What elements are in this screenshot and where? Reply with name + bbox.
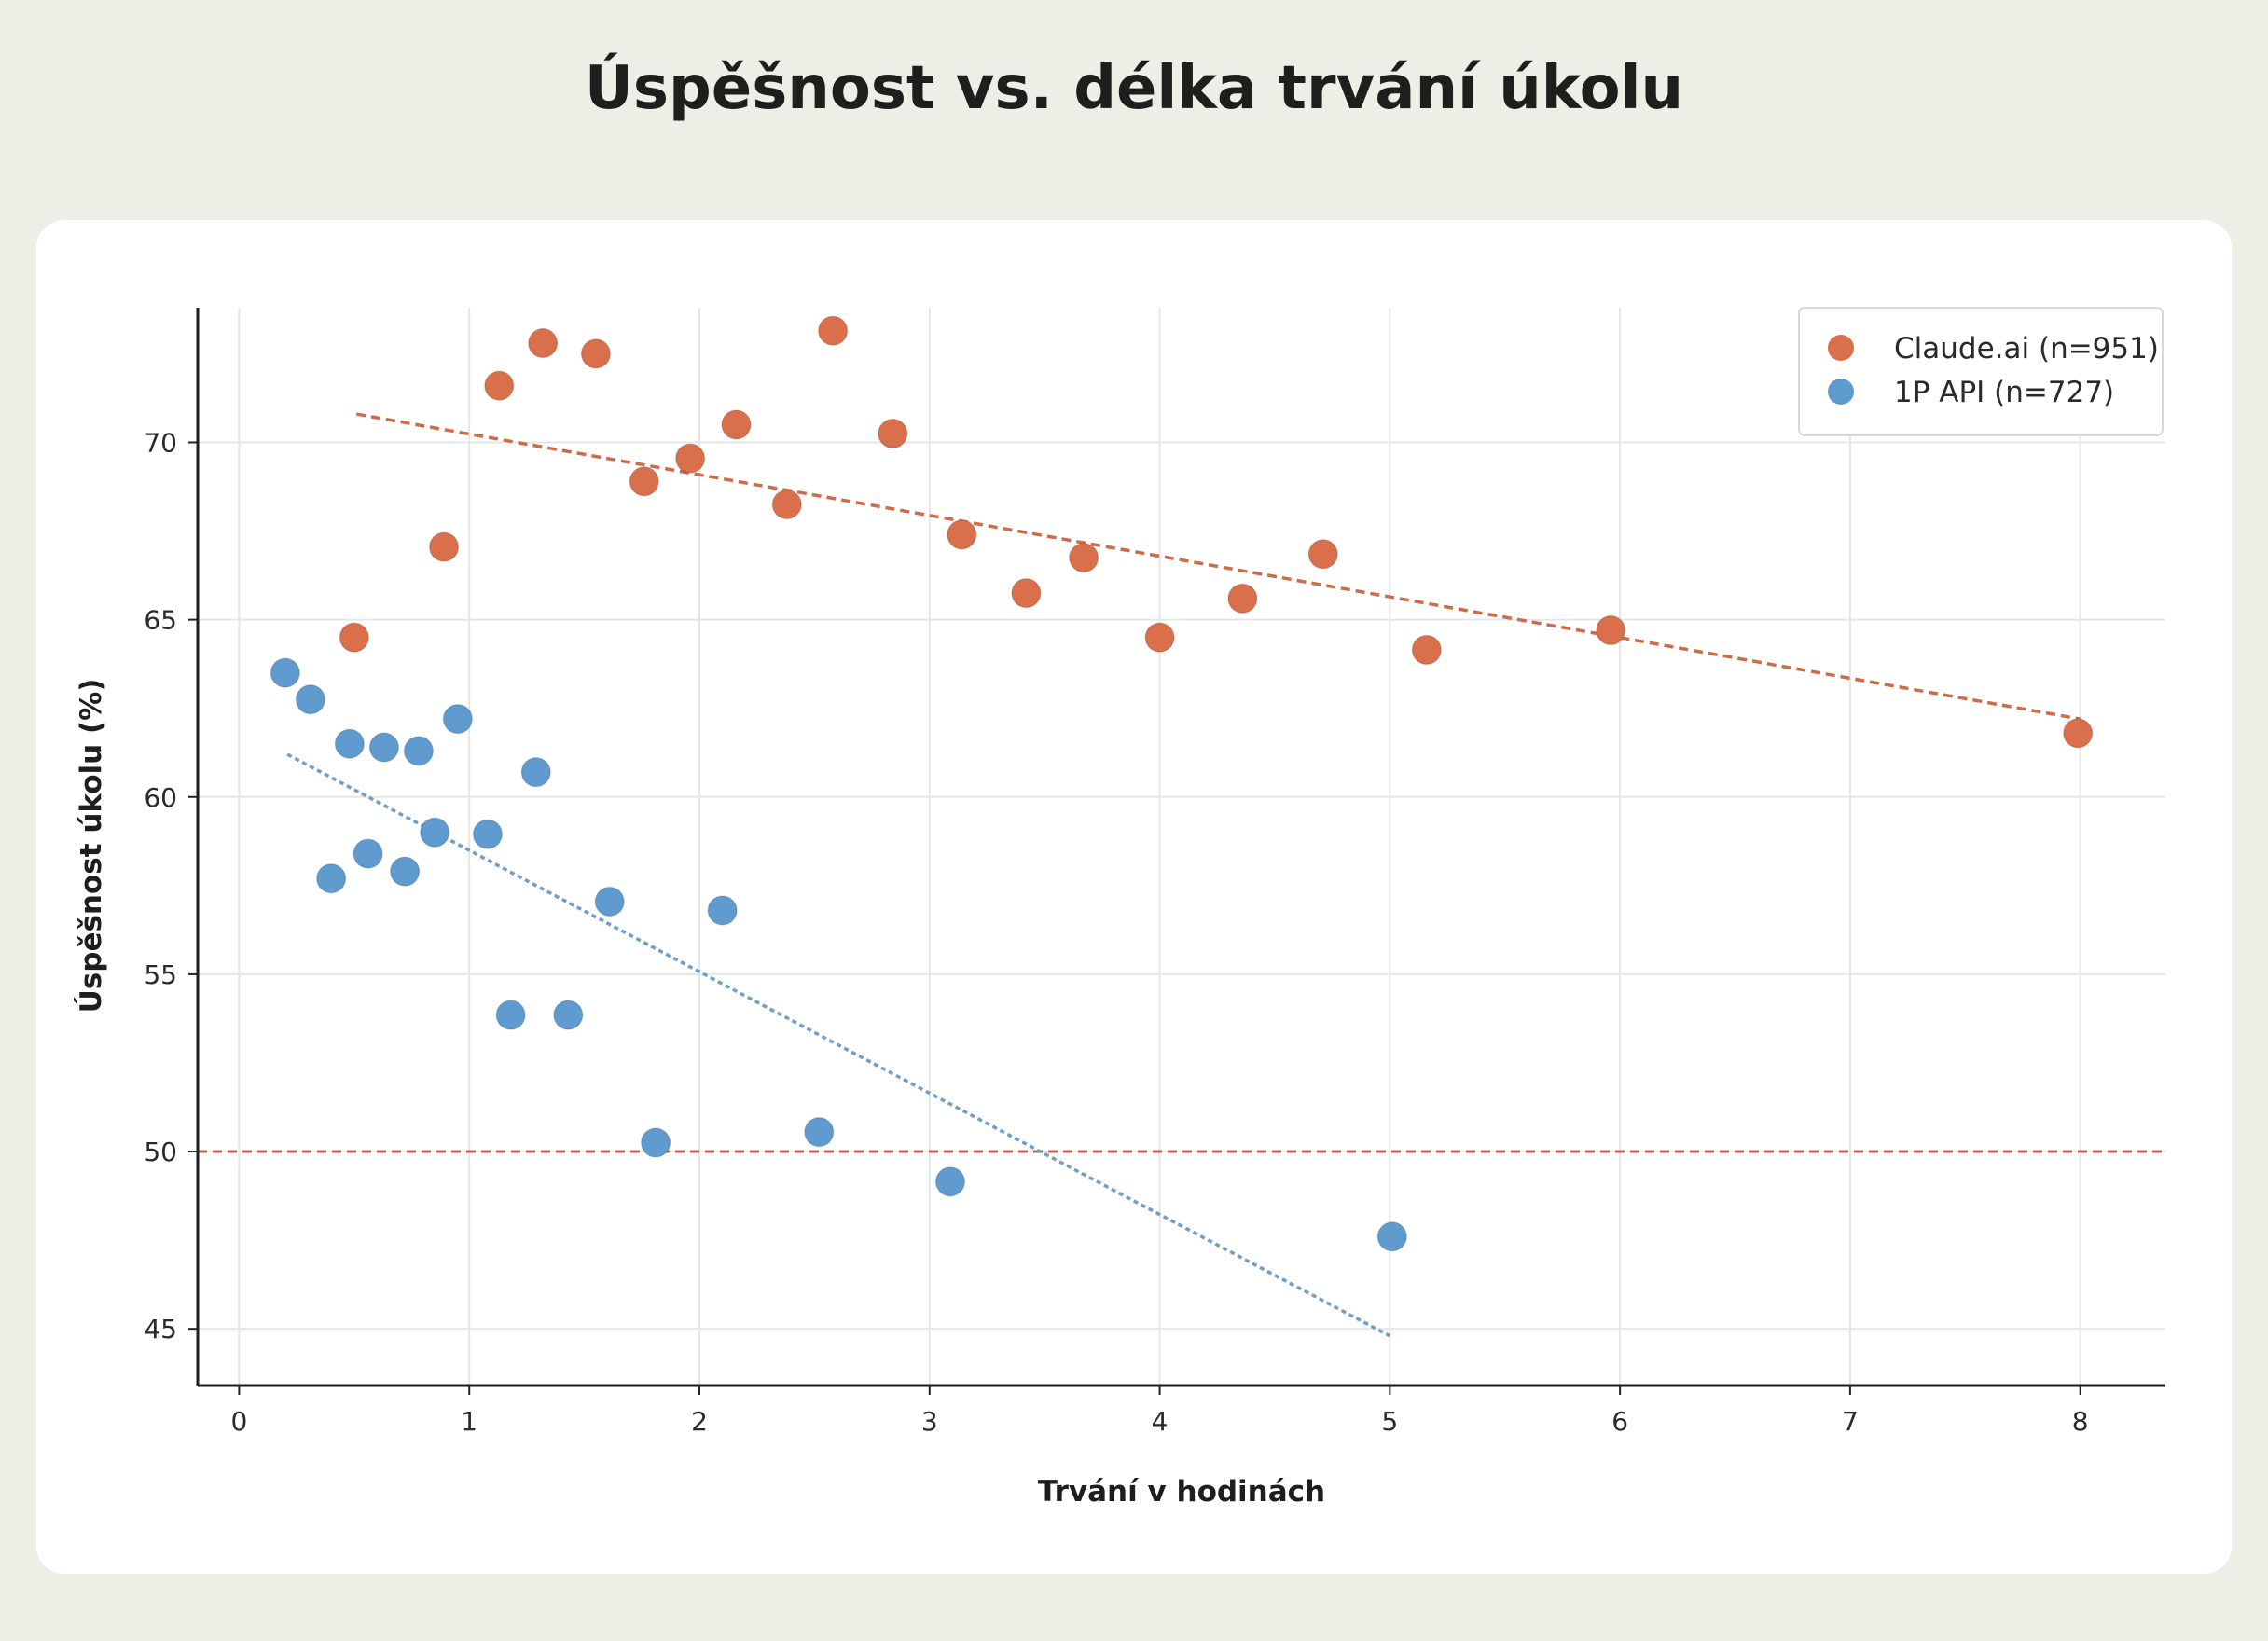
data-point-1p-api: [442, 703, 474, 735]
legend-label-claude-ai: Claude.ai (n=951): [1894, 332, 2159, 365]
data-point-claude-ai: [2062, 718, 2094, 749]
data-point-1p-api: [594, 886, 625, 917]
x-tick-label: 7: [1842, 1406, 1859, 1437]
legend: Claude.ai (n=951) 1P API (n=727): [1798, 307, 2164, 436]
data-point-1p-api: [495, 1000, 526, 1030]
data-point-claude-ai: [1068, 542, 1099, 573]
data-point-1p-api: [640, 1127, 671, 1158]
data-point-claude-ai: [1411, 634, 1443, 666]
data-point-claude-ai: [629, 466, 660, 497]
x-tick-label: 1: [461, 1406, 477, 1437]
data-point-1p-api: [553, 1000, 584, 1030]
data-point-1p-api: [472, 819, 504, 849]
y-tick-label: 65: [144, 605, 177, 636]
data-point-claude-ai: [1596, 614, 1626, 646]
data-point-claude-ai: [878, 418, 908, 449]
trend-line-claude-ai: [355, 412, 2081, 721]
trend-lines: [286, 412, 2081, 1338]
data-point-claude-ai: [1227, 583, 1258, 614]
data-point-claude-ai: [817, 315, 849, 346]
legend-box: [1798, 307, 2164, 436]
data-point-1p-api: [389, 856, 421, 887]
data-point-1p-api: [1376, 1221, 1408, 1252]
y-axis-label: Úspěšnost úkolu (%): [74, 679, 108, 1014]
data-point-claude-ai: [721, 409, 752, 440]
data-point-1p-api: [934, 1166, 966, 1197]
x-tick-label: 3: [921, 1406, 938, 1437]
data-point-1p-api: [419, 817, 450, 848]
y-tick-label: 55: [144, 959, 177, 990]
data-point-1p-api: [334, 728, 366, 759]
axes: [188, 308, 2165, 1395]
trend-line-1p-api: [286, 752, 1391, 1338]
data-point-claude-ai: [947, 519, 977, 550]
x-tick-label: 4: [1152, 1406, 1169, 1437]
legend-label-1p-api: 1P API (n=727): [1894, 376, 2114, 409]
data-point-1p-api: [368, 732, 400, 763]
y-tick-label: 70: [144, 428, 177, 459]
x-tick-label: 8: [2072, 1406, 2089, 1437]
data-point-claude-ai: [428, 531, 460, 562]
data-points: [270, 315, 2094, 1252]
data-point-claude-ai: [771, 489, 803, 520]
x-tick-label: 2: [691, 1406, 708, 1437]
x-tick-label: 6: [1611, 1406, 1628, 1437]
x-axis-label: Trvání v hodinách: [1038, 1475, 1325, 1509]
data-point-1p-api: [295, 683, 326, 715]
data-point-1p-api: [707, 895, 738, 926]
legend-marker-1p-api: [1828, 379, 1854, 405]
data-point-1p-api: [270, 657, 301, 688]
data-point-claude-ai: [580, 338, 612, 369]
data-point-1p-api: [520, 756, 552, 788]
chart-card: [36, 220, 2232, 1574]
data-point-1p-api: [804, 1116, 835, 1148]
data-point-claude-ai: [484, 370, 515, 401]
y-tick-label: 45: [144, 1314, 177, 1345]
data-point-claude-ai: [1307, 539, 1339, 570]
legend-marker-claude-ai: [1828, 335, 1854, 361]
chart-title: Úspěšnost vs. délka trvání úkolu: [584, 54, 1684, 123]
data-point-1p-api: [353, 838, 383, 869]
data-point-claude-ai: [1144, 622, 1175, 653]
x-tick-label: 0: [231, 1406, 248, 1437]
y-tick-label: 60: [144, 782, 177, 813]
data-point-claude-ai: [339, 622, 370, 653]
data-point-claude-ai: [1011, 577, 1042, 609]
y-tick-label: 50: [144, 1137, 177, 1167]
x-tick-label: 5: [1381, 1406, 1398, 1437]
data-point-claude-ai: [674, 443, 706, 474]
data-point-claude-ai: [527, 327, 559, 359]
data-point-1p-api: [403, 736, 435, 766]
data-point-1p-api: [315, 862, 347, 894]
